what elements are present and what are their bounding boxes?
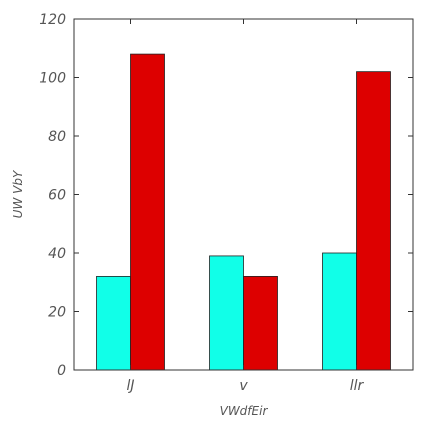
y-tick-label: 100 (39, 71, 66, 87)
bar-series-2-1 (130, 53, 165, 371)
y-tick-label: 120 (39, 12, 66, 28)
x-axis-label: VWdfEir (220, 404, 269, 418)
bar-series-2-3 (356, 71, 391, 371)
y-axis-label: UW VbY (11, 169, 25, 218)
y-tick-label: 80 (48, 129, 66, 145)
bar-series-1-2 (209, 255, 244, 371)
bar-series-1-1 (96, 275, 131, 371)
y-tick-label: 0 (57, 363, 66, 379)
ticks-layer: lJ v llr 0 20 40 60 80 100 120 (39, 12, 413, 394)
x-tick-label: llr (350, 378, 365, 394)
x-tick-label: lJ (126, 378, 134, 394)
bar-series-1-3 (322, 252, 357, 371)
plot-frame (73, 18, 414, 371)
x-tick-label: v (239, 378, 248, 394)
bar-series-2-2 (243, 275, 278, 371)
bars-layer (96, 53, 391, 371)
y-tick-label: 60 (48, 188, 66, 204)
y-tick-label: 40 (48, 246, 66, 262)
y-tick-label: 20 (48, 305, 66, 321)
